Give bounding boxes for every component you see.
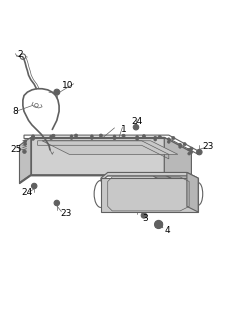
Circle shape — [183, 143, 186, 146]
Circle shape — [54, 89, 60, 95]
Text: 1: 1 — [121, 125, 126, 134]
Circle shape — [99, 134, 103, 137]
Text: 24: 24 — [131, 117, 143, 126]
Text: 23: 23 — [203, 142, 214, 151]
Polygon shape — [101, 172, 198, 181]
Text: 2: 2 — [18, 50, 23, 59]
Circle shape — [190, 147, 193, 150]
Polygon shape — [19, 175, 191, 190]
Circle shape — [158, 135, 161, 139]
Circle shape — [133, 124, 139, 130]
Polygon shape — [31, 137, 191, 152]
Circle shape — [136, 136, 139, 138]
Text: 8: 8 — [12, 107, 18, 116]
Polygon shape — [187, 172, 198, 212]
Text: 24: 24 — [22, 188, 33, 197]
Circle shape — [90, 135, 93, 138]
Circle shape — [52, 134, 55, 137]
Circle shape — [136, 138, 139, 140]
Polygon shape — [101, 178, 198, 212]
Circle shape — [23, 150, 26, 153]
Circle shape — [24, 140, 27, 143]
Circle shape — [70, 137, 73, 140]
Circle shape — [154, 136, 157, 139]
Polygon shape — [31, 137, 164, 175]
Circle shape — [31, 135, 35, 138]
Circle shape — [33, 185, 35, 188]
Text: 10: 10 — [62, 81, 74, 90]
Circle shape — [90, 137, 93, 140]
Circle shape — [142, 135, 145, 138]
Circle shape — [74, 134, 78, 137]
Circle shape — [141, 213, 147, 218]
Circle shape — [172, 136, 175, 140]
Text: 3: 3 — [142, 214, 148, 223]
Polygon shape — [42, 141, 178, 154]
Circle shape — [197, 149, 202, 155]
Text: 4: 4 — [165, 226, 170, 235]
Circle shape — [179, 146, 181, 148]
Circle shape — [32, 138, 34, 140]
Text: 23: 23 — [60, 209, 71, 218]
Circle shape — [50, 137, 52, 140]
Circle shape — [154, 138, 157, 141]
Circle shape — [70, 135, 73, 138]
Circle shape — [24, 143, 27, 146]
Circle shape — [32, 136, 34, 139]
Circle shape — [54, 200, 60, 206]
Polygon shape — [164, 137, 191, 189]
Circle shape — [179, 143, 181, 146]
Circle shape — [190, 151, 193, 153]
Circle shape — [167, 138, 170, 140]
Circle shape — [50, 135, 52, 138]
Circle shape — [113, 137, 116, 140]
Circle shape — [31, 183, 37, 189]
Circle shape — [188, 152, 191, 155]
Polygon shape — [19, 137, 31, 183]
Circle shape — [113, 135, 116, 138]
Circle shape — [134, 126, 138, 129]
Circle shape — [167, 140, 170, 143]
Circle shape — [155, 220, 163, 228]
Text: 25: 25 — [10, 145, 22, 154]
Circle shape — [122, 134, 125, 137]
Circle shape — [188, 148, 191, 151]
